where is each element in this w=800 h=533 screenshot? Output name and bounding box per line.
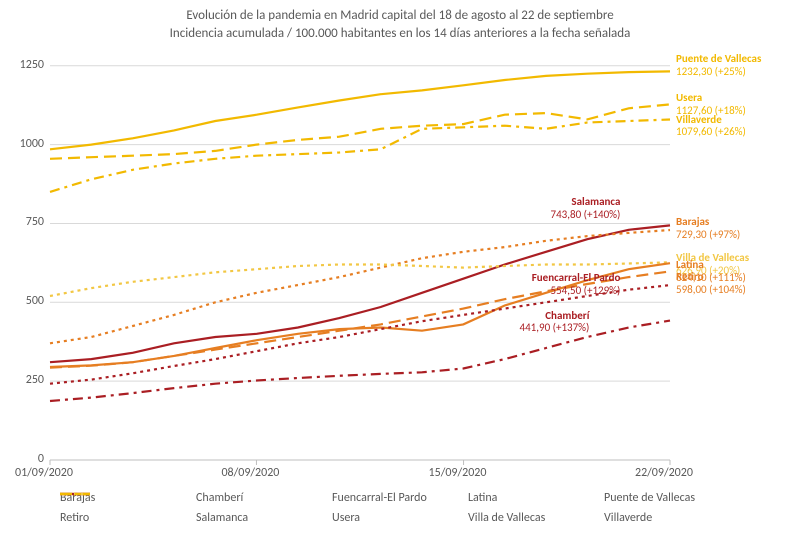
- x-tick-label: 22/09/2020: [635, 466, 693, 480]
- end-label-villaverde: Villaverde1079,60 (+26%): [676, 114, 746, 139]
- legend-label: Latina: [468, 491, 497, 505]
- x-tick-label: 08/09/2020: [221, 466, 279, 480]
- legend-label: Salamanca: [196, 511, 248, 525]
- legend-label: Villaverde: [604, 511, 652, 525]
- legend-label: Villa de Vallecas: [468, 511, 545, 525]
- chart-root: Evolución de la pandemia en Madrid capit…: [0, 0, 800, 533]
- legend-item-fuencarral: Fuencarral-El Pardo: [332, 488, 468, 508]
- legend-item-usera: Usera: [332, 508, 468, 528]
- legend-item-chamberi: Chamberí: [196, 488, 332, 508]
- legend-label: Retiro: [60, 511, 89, 525]
- y-tick-label: 250: [4, 373, 44, 387]
- inline-label-chamberi: Chamberí441,90 (+137%): [449, 310, 589, 335]
- legend-label: Puente de Vallecas: [604, 491, 695, 505]
- legend: BarajasChamberíFuencarral-El PardoLatina…: [60, 488, 740, 528]
- series-puente: [50, 71, 670, 149]
- legend-item-latina: Latina: [468, 488, 604, 508]
- legend-label: Fuencarral-El Pardo: [332, 491, 427, 505]
- end-label-puente: Puente de Vallecas1232,30 (+25%): [676, 53, 761, 78]
- series-usera: [50, 104, 670, 158]
- y-tick-label: 1250: [4, 58, 44, 72]
- legend-label: Usera: [332, 511, 360, 525]
- legend-item-puente: Puente de Vallecas: [604, 488, 740, 508]
- y-tick-label: 1000: [4, 137, 44, 151]
- end-label-retiro: Retiro598,00 (+104%): [676, 271, 746, 296]
- legend-label: Chamberí: [196, 491, 243, 505]
- legend-swatch-villaverde: [60, 488, 90, 500]
- legend-item-villaverde: Villaverde: [604, 508, 740, 528]
- legend-item-retiro: Retiro: [60, 508, 196, 528]
- x-tick-label: 01/09/2020: [15, 466, 73, 480]
- legend-item-salamanca: Salamanca: [196, 508, 332, 528]
- inline-label-fuencarral: Fuencarral-El Pardo554,50 (+129%): [480, 272, 620, 297]
- x-tick-label: 15/09/2020: [429, 466, 487, 480]
- y-tick-label: 750: [4, 215, 44, 229]
- y-tick-label: 500: [4, 294, 44, 308]
- inline-label-salamanca: Salamanca743,80 (+140%): [480, 196, 620, 221]
- end-label-barajas: Barajas729,30 (+97%): [676, 216, 740, 241]
- legend-item-villadevallecas: Villa de Vallecas: [468, 508, 604, 528]
- y-tick-label: 0: [4, 452, 44, 466]
